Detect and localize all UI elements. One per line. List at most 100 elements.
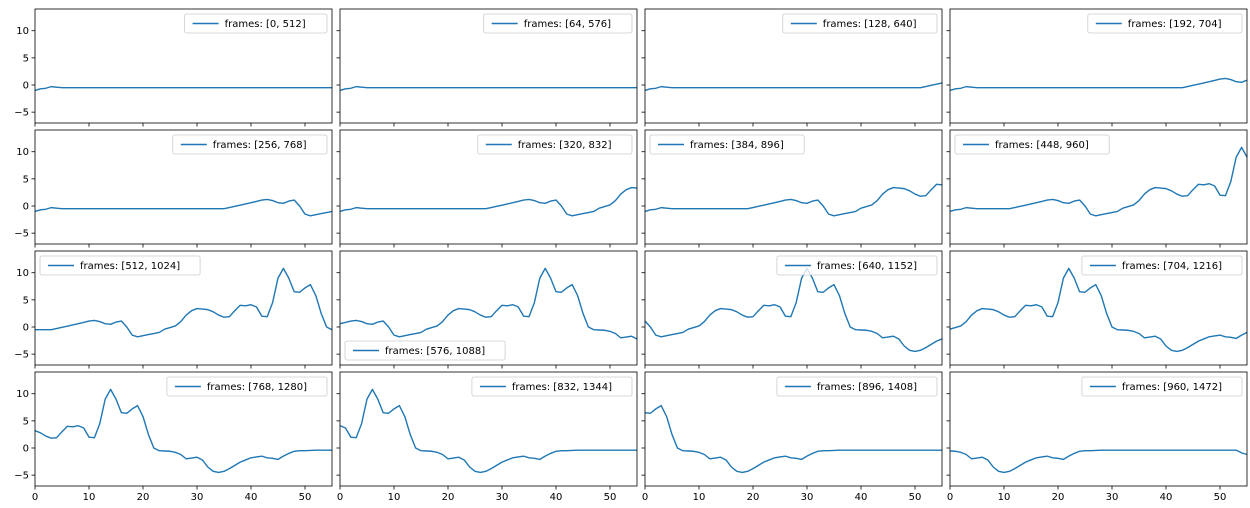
x-tick-label: 30: [496, 492, 509, 503]
axes-frame: [644, 8, 943, 124]
series-line-8: [35, 267, 333, 338]
legend: frames: [384, 896]: [649, 134, 805, 155]
x-tick-label: 20: [137, 492, 150, 503]
legend-label: frames: [320, 832]: [518, 140, 612, 151]
legend-box: [39, 255, 201, 276]
subplot-5: frames: [320, 832]: [336, 129, 638, 248]
legend-box: [776, 376, 938, 397]
legend-box: [166, 376, 328, 397]
subplot-3: frames: [192, 704]: [946, 8, 1248, 127]
legend-box: [344, 340, 506, 361]
legend: frames: [576, 1088]: [344, 340, 506, 361]
axes-frame: [949, 250, 1248, 366]
legend-box: [1081, 376, 1243, 397]
legend: frames: [448, 960]: [954, 134, 1110, 155]
x-tick-label: 40: [1160, 492, 1173, 503]
series-line-9: [339, 267, 638, 340]
legend-label: frames: [960, 1472]: [1122, 382, 1222, 393]
axes-frame: [644, 371, 943, 487]
legend-box: [483, 13, 633, 34]
x-tick-label: 20: [1052, 492, 1065, 503]
legend-box: [649, 134, 805, 155]
y-tick-label: −5: [14, 350, 29, 361]
x-tick-label: 50: [604, 492, 617, 503]
legend-box: [184, 13, 328, 34]
axes-frame: [339, 129, 638, 245]
x-tick-label: 20: [442, 492, 455, 503]
x-tick-label: 0: [337, 492, 343, 503]
y-tick-label: 10: [16, 147, 29, 158]
legend-box: [1087, 13, 1243, 34]
y-tick-label: 5: [23, 53, 29, 64]
subplot-13: 0 10 20 30 40 50 frames: [832, 1344]: [336, 371, 638, 503]
x-tick-label: 10: [388, 492, 401, 503]
y-tick-label: 10: [16, 26, 29, 37]
legend-box: [776, 255, 938, 276]
legend-box: [172, 134, 328, 155]
x-tick-label: 30: [1106, 492, 1119, 503]
series-line-4: [34, 198, 333, 217]
y-tick-label: 0: [23, 202, 29, 213]
x-tick-label: 50: [909, 492, 922, 503]
axes-frame: [644, 250, 943, 366]
x-tick-label: 0: [642, 492, 648, 503]
y-tick-label: 10: [16, 268, 29, 279]
legend: frames: [256, 768]: [172, 134, 328, 155]
subplot-10: frames: [640, 1152]: [641, 250, 943, 369]
x-tick-label: 50: [299, 492, 312, 503]
subplot-7: frames: [448, 960]: [946, 129, 1248, 248]
legend-box: [954, 134, 1110, 155]
subplot-15: 0 10 20 30 40 50 frames: [960, 1472]: [946, 371, 1248, 503]
series-line-7: [949, 146, 1248, 217]
subplot-0: −5 0 5 10 frames: [0, 512]: [14, 8, 333, 127]
axes-frame: [949, 129, 1248, 245]
y-tick-label: −5: [14, 471, 29, 482]
y-tick-label: 5: [23, 295, 29, 306]
y-tick-label: 0: [23, 81, 29, 92]
legend-label: frames: [896, 1408]: [817, 382, 917, 393]
y-tick-label: 0: [23, 323, 29, 334]
legend-label: frames: [576, 1088]: [385, 346, 485, 357]
series-line-14: [644, 404, 942, 474]
legend-label: frames: [0, 512]: [225, 19, 306, 30]
series-line-11: [949, 267, 1248, 353]
legend-label: frames: [704, 1216]: [1122, 261, 1222, 272]
subplot-4: −5 0 5 10 frames: [256, 768]: [14, 129, 333, 248]
series-line-5: [339, 186, 638, 217]
series-line-10: [644, 267, 943, 353]
series-line-13: [339, 388, 637, 474]
legend: frames: [192, 704]: [1087, 13, 1243, 34]
axes-frame: [339, 371, 638, 487]
legend-label: frames: [832, 1344]: [512, 382, 612, 393]
axes-frame: [339, 250, 638, 366]
legend: frames: [768, 1280]: [166, 376, 328, 397]
x-tick-label: 0: [947, 492, 953, 503]
x-tick-label: 0: [32, 492, 38, 503]
legend-label: frames: [256, 768]: [213, 140, 307, 151]
axes-frame: [34, 129, 333, 245]
legend-box: [477, 134, 633, 155]
legend: frames: [896, 1408]: [776, 376, 938, 397]
y-tick-label: 5: [23, 416, 29, 427]
subplot-11: frames: [704, 1216]: [946, 250, 1248, 369]
legend: frames: [128, 640]: [782, 13, 938, 34]
subplot-14: 0 10 20 30 40 50 frames: [896, 1408]: [641, 371, 943, 503]
subplot-6: frames: [384, 896]: [641, 129, 943, 248]
legend-label: frames: [640, 1152]: [817, 261, 917, 272]
series-line-15: [949, 449, 1248, 474]
series-line-0: [34, 85, 332, 92]
axes-frame: [644, 129, 943, 245]
legend: frames: [832, 1344]: [471, 376, 633, 397]
x-tick-label: 40: [855, 492, 868, 503]
x-tick-label: 50: [1214, 492, 1227, 503]
x-tick-label: 20: [747, 492, 760, 503]
legend: frames: [320, 832]: [477, 134, 633, 155]
y-tick-label: 10: [16, 389, 29, 400]
series-line-6: [644, 183, 943, 217]
legend-label: frames: [448, 960]: [995, 140, 1089, 151]
legend: frames: [960, 1472]: [1081, 376, 1243, 397]
legend-label: frames: [64, 576]: [524, 19, 611, 30]
series-line-2: [644, 82, 943, 92]
